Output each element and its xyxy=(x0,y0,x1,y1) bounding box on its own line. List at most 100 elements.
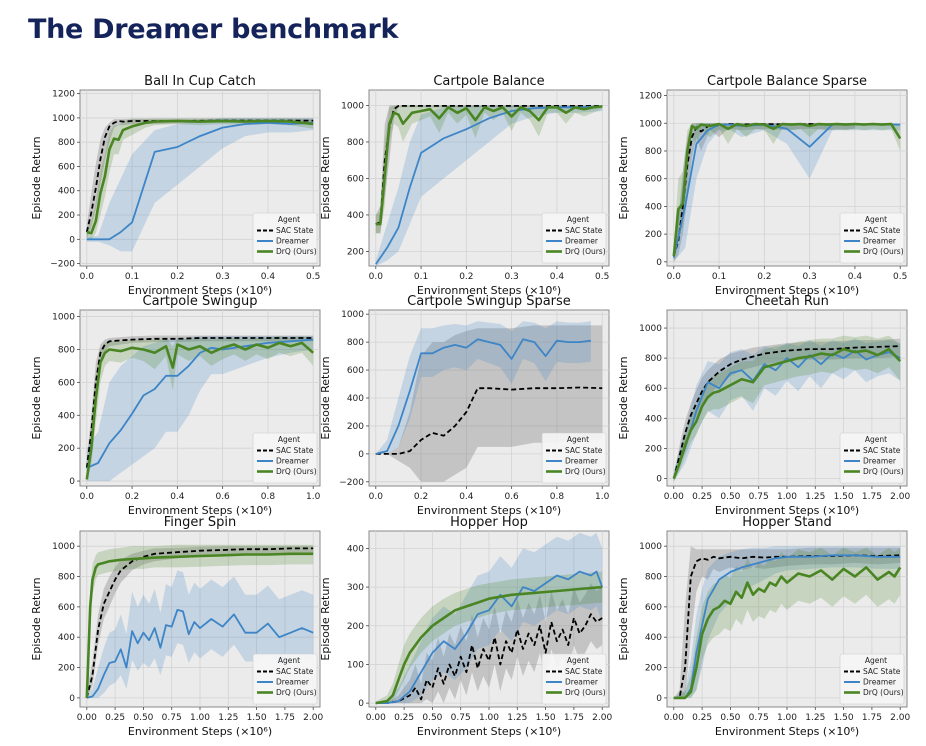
chart-cartpole-swingup-sparse: 0.0 0.2 0.4 0.6 0.8 1.0 −200 0 200 400 600 800 1000 C… xyxy=(319,294,610,517)
x-tick-label: 0.4 xyxy=(550,272,565,282)
chart-title: Hopper Hop xyxy=(450,515,528,530)
legend-label-dreamer: Dreamer xyxy=(276,237,310,246)
chart-finger-spin: 0.00 0.25 0.50 0.75 1.00 1.25 1.50 1.75 2.00 0 200… xyxy=(30,515,323,738)
legend-title: Agent xyxy=(278,656,300,665)
x-axis-label: Environment Steps (×10⁶) xyxy=(128,284,272,297)
y-tick-label: 400 xyxy=(58,633,75,643)
legend-label-sac-state: SAC State xyxy=(863,667,901,676)
legend-label-sac-state: SAC State xyxy=(863,226,901,235)
y-tick-label: 600 xyxy=(645,384,662,394)
legend-label-sac-state: SAC State xyxy=(565,226,603,235)
y-tick-label: 1000 xyxy=(52,114,75,124)
band-dreamer xyxy=(375,321,591,454)
line-sac-state xyxy=(375,386,603,455)
legend-label-sac-state: SAC State xyxy=(276,446,314,455)
y-tick-label: 1200 xyxy=(52,90,75,100)
y-tick-label: 300 xyxy=(347,583,364,593)
y-tick-label: 1000 xyxy=(52,542,75,552)
band-sac-state xyxy=(86,118,314,240)
line-drq-ours xyxy=(672,122,902,257)
line-dreamer xyxy=(86,121,314,241)
y-tick-label: 1000 xyxy=(639,542,662,552)
y-axis-label: Episode Return xyxy=(319,356,332,439)
x-tick-label: 1.00 xyxy=(479,713,499,723)
line-dreamer xyxy=(86,609,314,699)
x-tick-label: 0.5 xyxy=(306,272,320,282)
line-sac-state xyxy=(672,345,901,479)
band-dreamer xyxy=(86,117,314,252)
y-tick-label: 0 xyxy=(69,694,75,704)
x-tick-label: 1.50 xyxy=(834,492,854,502)
y-axis-label: Episode Return xyxy=(319,136,332,219)
y-tick-label: 600 xyxy=(58,603,75,613)
x-tick-label: 0.4 xyxy=(170,492,185,502)
y-tick-label: 400 xyxy=(58,187,75,197)
y-tick-label: 200 xyxy=(58,664,75,674)
series-layer xyxy=(673,546,902,700)
legend-label-drq-ours: DrQ (Ours) xyxy=(863,247,904,256)
y-tick-label: 200 xyxy=(58,444,75,454)
chart-cartpole-balance: 0.0 0.1 0.2 0.3 0.4 0.5 200 400 600 800 1000 Cartpo… xyxy=(319,74,610,297)
x-tick-label: 0.6 xyxy=(215,492,230,502)
y-tick-label: 600 xyxy=(347,366,364,376)
y-tick-label: 800 xyxy=(645,573,662,583)
x-tick-label: 0.4 xyxy=(459,492,474,502)
x-tick-label: 0.25 xyxy=(394,713,414,723)
x-tick-label: 0.3 xyxy=(504,272,518,282)
x-tick-label: 0.50 xyxy=(720,713,740,723)
x-tick-label: 0.1 xyxy=(125,272,139,282)
x-axis-label: Environment Steps (×10⁶) xyxy=(128,725,272,738)
y-tick-label: 800 xyxy=(58,345,75,355)
line-drq-ours xyxy=(375,585,603,705)
x-tick-label: 0.0 xyxy=(369,272,384,282)
y-tick-label: 200 xyxy=(347,422,364,432)
legend-title: Agent xyxy=(567,215,589,224)
x-tick-label: 0.2 xyxy=(459,272,473,282)
y-tick-label: 800 xyxy=(347,338,364,348)
y-axis-label: Episode Return xyxy=(319,577,332,660)
x-tick-label: 0.1 xyxy=(414,272,428,282)
x-tick-label: 0.2 xyxy=(414,492,428,502)
y-tick-label: 200 xyxy=(347,247,364,257)
y-tick-label: 100 xyxy=(347,660,364,670)
chart-cheetah-run: 0.00 0.25 0.50 0.75 1.00 1.25 1.50 1.75 2.00 0 200… xyxy=(617,294,910,517)
chart-hopper-hop: 0.00 0.25 0.50 0.75 1.00 1.25 1.50 1.75 2.00 0 100… xyxy=(319,515,612,738)
y-axis-label: Episode Return xyxy=(617,577,630,660)
line-drq-ours xyxy=(86,119,314,235)
x-tick-label: 0.75 xyxy=(749,713,769,723)
y-tick-label: 400 xyxy=(645,414,662,424)
legend-label-drq-ours: DrQ (Ours) xyxy=(565,467,606,476)
x-axis-label: Environment Steps (×10⁶) xyxy=(417,504,561,517)
x-axis-label: Environment Steps (×10⁶) xyxy=(715,504,859,517)
x-tick-label: 1.50 xyxy=(247,713,267,723)
y-tick-label: 200 xyxy=(645,664,662,674)
y-axis-label: Episode Return xyxy=(30,577,43,660)
series-layer xyxy=(672,335,902,482)
y-tick-label: −200 xyxy=(50,260,75,270)
legend-label-sac-state: SAC State xyxy=(565,446,603,455)
series-layer xyxy=(672,122,902,262)
x-tick-label: 0.25 xyxy=(105,713,125,723)
x-tick-label: 0.3 xyxy=(802,272,816,282)
y-tick-label: 400 xyxy=(58,411,75,421)
legend-title: Agent xyxy=(567,656,589,665)
x-tick-label: 0.75 xyxy=(162,713,182,723)
x-tick-label: 0.25 xyxy=(692,713,712,723)
legend-label-drq-ours: DrQ (Ours) xyxy=(863,467,904,476)
line-drq-ours xyxy=(85,341,315,480)
x-tick-label: 1.25 xyxy=(507,713,527,723)
y-tick-label: 400 xyxy=(347,544,364,554)
x-tick-label: 2.00 xyxy=(890,492,910,502)
legend-label-dreamer: Dreamer xyxy=(276,457,310,466)
band-drq-ours xyxy=(673,123,901,262)
band-drq-ours xyxy=(673,547,901,698)
legend-title: Agent xyxy=(865,215,887,224)
x-tick-label: 0.2 xyxy=(125,492,139,502)
x-tick-label: 1.50 xyxy=(536,713,556,723)
